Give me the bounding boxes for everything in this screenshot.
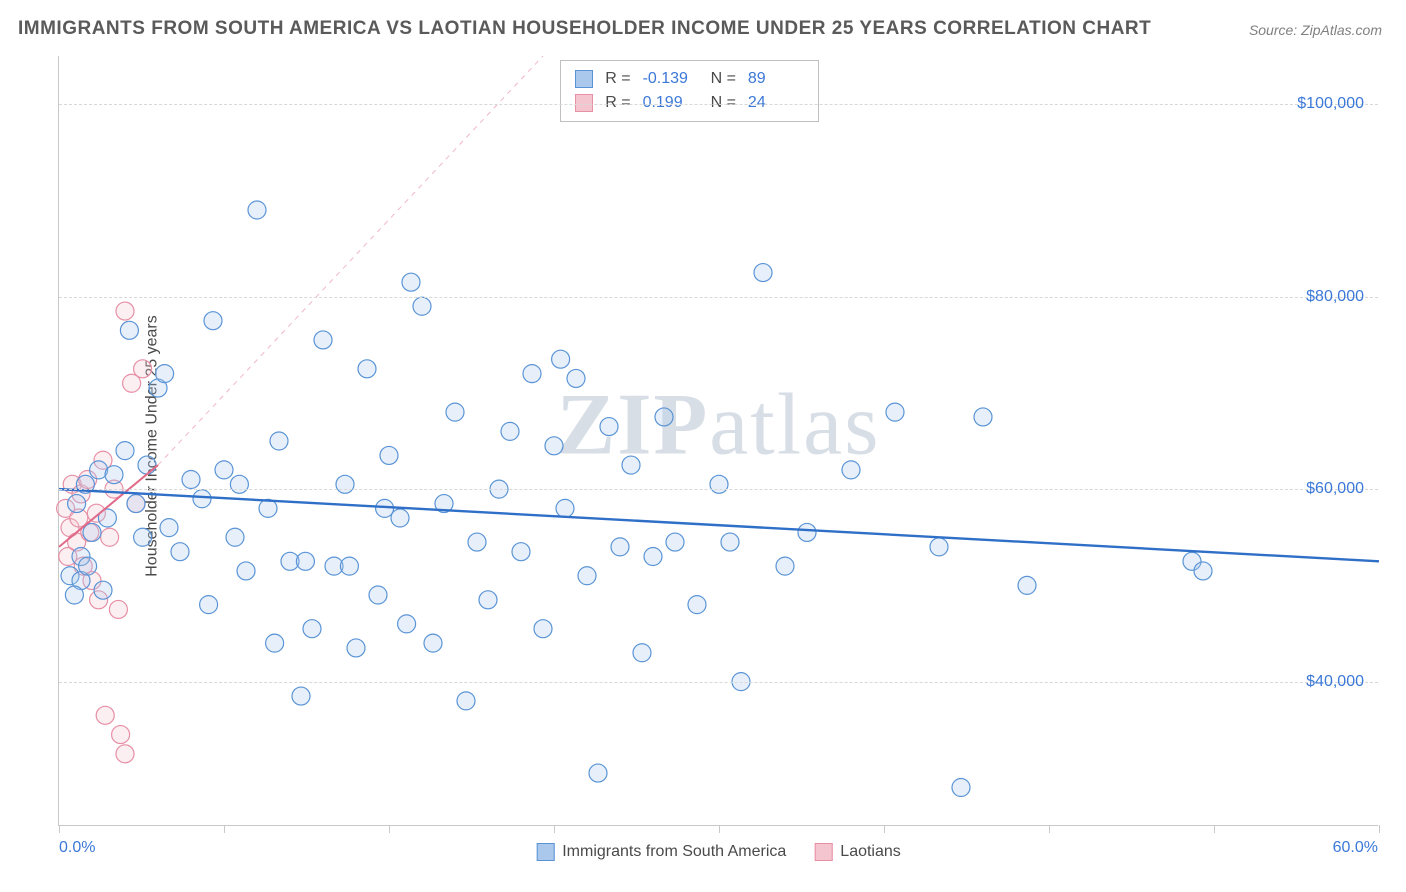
legend-swatch-1 bbox=[536, 843, 554, 861]
legend-bottom: Immigrants from South America Laotians bbox=[536, 843, 901, 861]
stats-row-series-1: R = -0.139 N = 89 bbox=[575, 67, 804, 91]
stats-r-2: 0.199 bbox=[643, 91, 699, 115]
y-tick-label: $60,000 bbox=[1306, 480, 1364, 498]
x-tick-mark bbox=[719, 825, 720, 833]
gridline-h bbox=[59, 297, 1378, 298]
x-tick-mark bbox=[389, 825, 390, 833]
x-tick-mark bbox=[59, 825, 60, 833]
y-tick-label: $80,000 bbox=[1306, 288, 1364, 306]
stats-row-series-2: R = 0.199 N = 24 bbox=[575, 91, 804, 115]
x-tick-min: 0.0% bbox=[59, 839, 95, 857]
x-tick-mark bbox=[1049, 825, 1050, 833]
chart-title: IMMIGRANTS FROM SOUTH AMERICA VS LAOTIAN… bbox=[18, 18, 1151, 40]
y-tick-label: $100,000 bbox=[1297, 95, 1364, 113]
correlation-stats-box: R = -0.139 N = 89 R = 0.199 N = 24 bbox=[560, 60, 819, 122]
stats-r-1: -0.139 bbox=[643, 67, 699, 91]
stats-n-2: 24 bbox=[748, 91, 804, 115]
stats-n-1: 89 bbox=[748, 67, 804, 91]
x-tick-mark bbox=[884, 825, 885, 833]
y-tick-label: $40,000 bbox=[1306, 673, 1364, 691]
chart-plot-area: ZIPatlas R = -0.139 N = 89 R = 0.199 N =… bbox=[58, 56, 1378, 826]
legend-item-2: Laotians bbox=[814, 843, 901, 861]
stats-swatch-2 bbox=[575, 94, 593, 112]
legend-swatch-2 bbox=[814, 843, 832, 861]
gridline-h bbox=[59, 682, 1378, 683]
stats-swatch-1 bbox=[575, 70, 593, 88]
x-tick-mark bbox=[554, 825, 555, 833]
legend-label-1: Immigrants from South America bbox=[562, 843, 786, 861]
x-tick-mark bbox=[1214, 825, 1215, 833]
legend-label-2: Laotians bbox=[840, 843, 901, 861]
gridline-h bbox=[59, 104, 1378, 105]
gridline-h bbox=[59, 489, 1378, 490]
source-attribution: Source: ZipAtlas.com bbox=[1249, 22, 1382, 38]
legend-item-1: Immigrants from South America bbox=[536, 843, 786, 861]
x-tick-max: 60.0% bbox=[1333, 839, 1378, 857]
x-tick-mark bbox=[1379, 825, 1380, 833]
x-tick-mark bbox=[224, 825, 225, 833]
scatter-svg bbox=[59, 56, 1378, 825]
